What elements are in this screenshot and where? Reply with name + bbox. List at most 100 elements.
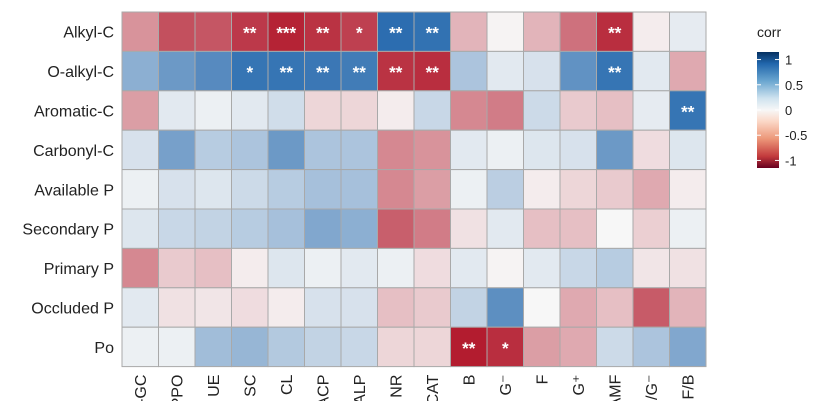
heatmap-cell (194, 50, 232, 92)
significance-mark: ** (608, 63, 622, 82)
heatmap-cell (158, 326, 196, 368)
heatmap-cell (158, 129, 196, 171)
significance-mark: ** (389, 24, 403, 43)
heatmap-cell (669, 169, 707, 210)
column-label: F/B (681, 375, 698, 400)
column-labels: β-GC PPO UE SC CL ACP ALP NR CAT B G⁻ F G⁺ AMF G⁺/G⁻ F/… (133, 374, 698, 401)
heatmap-cell (340, 169, 378, 210)
significance-mark: ** (353, 63, 367, 82)
color-legend: corr 1 0.5 0 -0.5 -1 (757, 24, 807, 168)
heatmap-cell (267, 50, 305, 92)
heatmap-cell (194, 247, 232, 289)
heatmap-cell (596, 326, 634, 368)
significance-mark: * (246, 63, 253, 82)
heatmap-cell (377, 11, 415, 52)
heatmap-cell (194, 90, 232, 131)
heatmap-cell (377, 326, 415, 368)
significance-mark: ** (426, 63, 440, 82)
heatmap-cell (632, 287, 670, 328)
heatmap-cell (669, 326, 707, 368)
heatmap-cell (596, 169, 634, 210)
row-label: Primary P (44, 261, 114, 278)
heatmap-cell (304, 247, 342, 289)
heatmap-cell (669, 287, 707, 328)
heatmap-cell (413, 208, 451, 249)
row-label: O-alkyl-C (47, 64, 114, 81)
heatmap-cell (523, 11, 561, 52)
heatmap-cell (121, 50, 159, 92)
heatmap-cell (231, 169, 269, 210)
heatmap-cell (194, 208, 232, 249)
heatmap-cell (450, 169, 488, 210)
column-label: NR (389, 375, 406, 398)
heatmap-cell (304, 90, 342, 131)
heatmap-cell (304, 287, 342, 328)
significance-mark: ** (316, 24, 330, 43)
row-label: Aromatic-C (34, 104, 114, 121)
heatmap-cell (486, 90, 524, 131)
heatmap-cell (121, 169, 159, 210)
heatmap-cell (450, 208, 488, 249)
legend-color-bar (757, 52, 779, 168)
heatmap-cell (340, 287, 378, 328)
heatmap-cell (632, 247, 670, 289)
heatmap-cell (669, 90, 707, 131)
heatmap-cell (486, 129, 524, 171)
heatmap-cell (669, 11, 707, 52)
significance-mark: ** (280, 63, 294, 82)
heatmap-cell (340, 326, 378, 368)
heatmap-cell (632, 11, 670, 52)
column-label: UE (206, 375, 223, 397)
significance-mark: * (356, 24, 363, 43)
heatmap-cell (121, 90, 159, 131)
heatmap-cell (267, 287, 305, 328)
heatmap-cell (596, 247, 634, 289)
row-label: Available P (34, 182, 114, 199)
significance-mark: *** (276, 24, 296, 43)
heatmap-cell (632, 326, 670, 368)
heatmap-cell (267, 129, 305, 171)
heatmap-cell (121, 129, 159, 171)
heatmap-cell (523, 50, 561, 92)
heatmap-cell (194, 169, 232, 210)
heatmap-cell (267, 247, 305, 289)
heatmap-cell (450, 11, 488, 52)
heatmap-cell (377, 169, 415, 210)
heatmap-cell (158, 208, 196, 249)
row-label: Occluded P (31, 301, 114, 318)
significance-marks: ** *** ** * ** ** *** ** ** ** ** ** ****** * (243, 24, 695, 358)
heatmap-cell (413, 169, 451, 210)
heatmap-cell (413, 287, 451, 328)
row-label: Secondary P (22, 222, 114, 239)
heatmap-cell (121, 11, 159, 52)
column-label: SC (243, 375, 260, 397)
row-label: Alkyl-C (63, 25, 114, 42)
heatmap-cell (158, 169, 196, 210)
heatmap-cell (158, 50, 196, 92)
heatmap-cell (377, 287, 415, 328)
heatmap-cell (450, 326, 488, 368)
heatmap-cell (632, 50, 670, 92)
heatmap-cell (669, 247, 707, 289)
heatmap-cell (559, 247, 597, 289)
row-label: Carbonyl-C (33, 143, 114, 160)
heatmap-cell (559, 287, 597, 328)
significance-mark: ** (462, 339, 476, 358)
heatmap-cell (559, 129, 597, 171)
heatmap-cell (377, 247, 415, 289)
heatmap-cell (523, 129, 561, 171)
heatmap-cell (450, 129, 488, 171)
heatmap-cell (267, 208, 305, 249)
heatmap-cell (267, 90, 305, 131)
heatmap-cell (194, 326, 232, 368)
heatmap-cell (486, 50, 524, 92)
significance-mark: * (502, 339, 509, 358)
heatmap-cell (340, 90, 378, 131)
heatmap-cell (158, 90, 196, 131)
heatmap-cell (340, 129, 378, 171)
heatmap-cell (267, 326, 305, 368)
heatmap-cell (194, 129, 232, 171)
column-label: G⁺/G⁻ (644, 375, 661, 401)
column-label: β-GC (133, 375, 150, 401)
